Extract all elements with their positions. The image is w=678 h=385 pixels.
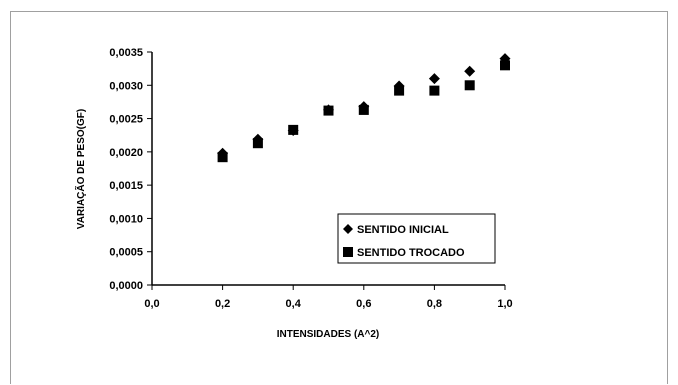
y-tick-label: 0,0015 xyxy=(109,180,143,192)
y-tick-label: 0,0025 xyxy=(109,114,143,126)
point-sentido-inicial xyxy=(428,73,440,85)
point-sentido-trocado xyxy=(394,85,405,96)
x-tick-label: 1,0 xyxy=(497,298,512,310)
y-tick-label: 0,0000 xyxy=(109,280,143,292)
x-tick-label: 0,2 xyxy=(215,298,230,310)
x-ticks: 0,0 0,2 0,4 0,6 0,8 1,0 xyxy=(144,285,513,310)
y-ticks: 0,0000 0,0005 0,0010 0,0015 0,0020 0,0025 0,00… xyxy=(109,47,152,292)
legend: SENTIDO INICIAL SENTIDO TROCADO xyxy=(337,213,496,264)
chart-area xyxy=(10,11,668,384)
legend-label-inicial: SENTIDO INICIAL xyxy=(357,224,449,236)
axes xyxy=(151,52,505,286)
legend-diamond-icon xyxy=(343,224,353,234)
point-sentido-trocado xyxy=(323,105,334,116)
y-axis-title: VARIAÇÃO DE PESO(GF) xyxy=(74,109,87,229)
y-tick-label: 0,0035 xyxy=(109,47,143,59)
x-tick-label: 0,8 xyxy=(427,298,442,310)
point-sentido-trocado xyxy=(288,124,299,135)
point-sentido-trocado xyxy=(252,138,263,149)
point-sentido-trocado xyxy=(429,85,440,96)
x-tick-label: 0,6 xyxy=(356,298,371,310)
point-sentido-inicial xyxy=(464,65,476,77)
point-sentido-trocado xyxy=(464,80,475,91)
x-tick-label: 0,0 xyxy=(144,298,159,310)
y-tick-label: 0,0005 xyxy=(109,247,143,259)
x-axis-title: INTENSIDADES (A^2) xyxy=(277,329,380,340)
data-points xyxy=(217,53,511,163)
y-tick-label: 0,0020 xyxy=(109,147,143,159)
x-tick-label: 0,4 xyxy=(286,298,302,310)
point-sentido-trocado xyxy=(217,152,228,163)
y-tick-label: 0,0010 xyxy=(109,213,143,225)
point-sentido-trocado xyxy=(500,60,510,71)
point-sentido-trocado xyxy=(358,104,369,115)
y-tick-label: 0,0030 xyxy=(109,80,143,92)
legend-square-icon xyxy=(343,247,353,257)
legend-label-trocado: SENTIDO TROCADO xyxy=(357,247,465,259)
legend-box xyxy=(337,213,496,264)
